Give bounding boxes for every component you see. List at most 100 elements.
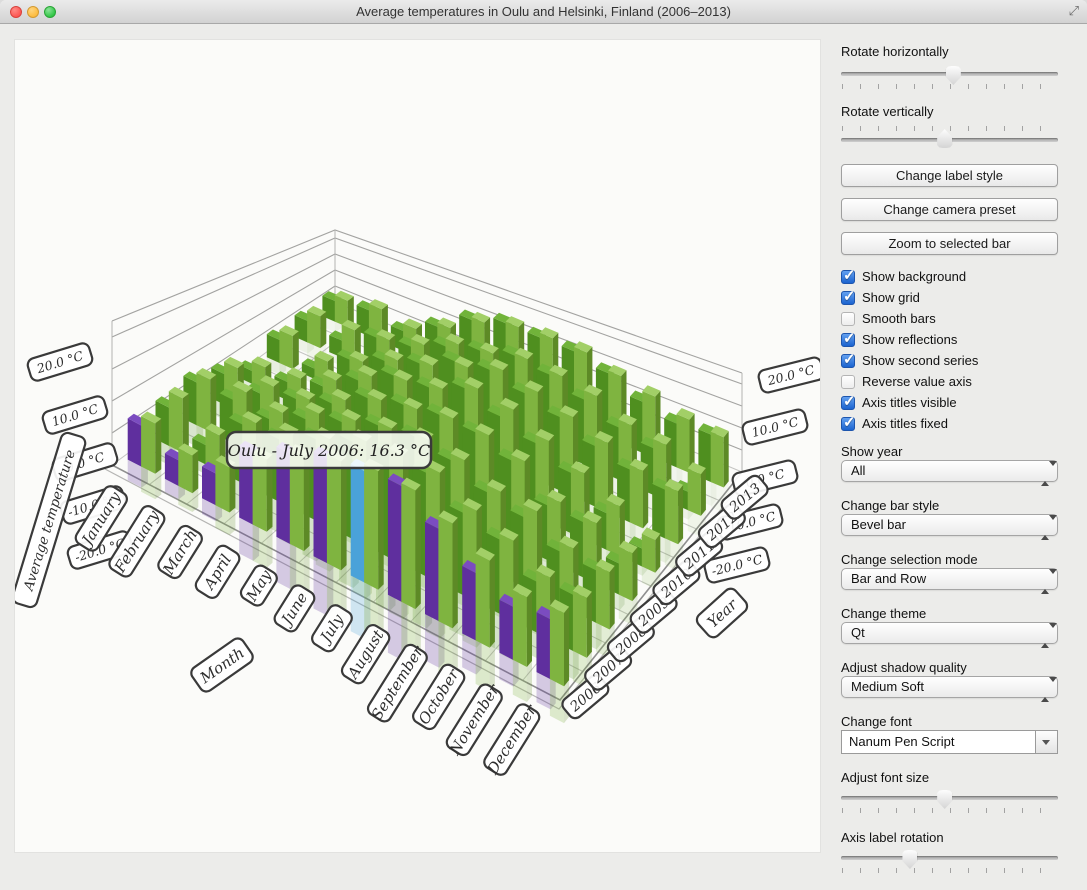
bar-face: [289, 449, 304, 552]
bar-face: [347, 296, 354, 328]
theme-select[interactable]: Qt: [841, 622, 1058, 648]
rotate-horizontal-slider[interactable]: [841, 66, 1058, 96]
bar[interactable]: [595, 559, 615, 630]
checkbox-icon[interactable]: [841, 311, 855, 326]
slider-handle[interactable]: [945, 66, 961, 85]
dropdown-arrow-icon[interactable]: [1035, 731, 1057, 753]
bar-reflection: [178, 485, 193, 512]
show-year-select[interactable]: All: [841, 460, 1058, 486]
checkbox-smooth-bars[interactable]: Smooth bars: [841, 308, 936, 329]
selection-mode-select[interactable]: Bar and Row: [841, 568, 1058, 594]
dropdown-label-show-year: Show year: [841, 444, 903, 459]
bar[interactable]: [676, 408, 695, 473]
shadow-quality-select[interactable]: Medium Soft: [841, 676, 1058, 702]
bar[interactable]: [364, 458, 384, 590]
bar-reflection: [549, 679, 564, 724]
zoom-to-selected-bar-button[interactable]: Zoom to selected bar: [841, 232, 1058, 255]
checkbox-show-grid[interactable]: Show grid: [841, 287, 920, 308]
bar-face: [512, 589, 527, 667]
bar[interactable]: [168, 386, 189, 453]
selected-font: Nanum Pen Script: [849, 734, 955, 749]
bar-top: [141, 411, 162, 424]
bar[interactable]: [641, 527, 661, 573]
bar-top: [205, 423, 226, 436]
rotate-vertical-slider[interactable]: [841, 124, 1058, 154]
bar-top: [438, 510, 458, 524]
bar-face: [664, 485, 679, 545]
checkbox-icon[interactable]: [841, 374, 855, 389]
bar[interactable]: [594, 430, 614, 513]
bar-reflection: [489, 641, 495, 692]
slider-handle[interactable]: [937, 790, 953, 809]
bar-reflection: [462, 633, 477, 675]
bar[interactable]: [196, 368, 217, 432]
checkbox-icon[interactable]: [841, 287, 856, 305]
bar-top: [514, 347, 534, 359]
slider-label-axis-rotation: Axis label rotation: [841, 830, 944, 845]
bar[interactable]: [334, 290, 354, 328]
checkbox-icon[interactable]: [841, 350, 856, 368]
checkbox-icon[interactable]: [841, 266, 856, 284]
bar-reflection: [364, 577, 371, 639]
window-title: Average temperatures in Oulu and Helsink…: [356, 4, 731, 19]
bar-face: [210, 374, 217, 432]
checkbox-reverse-value-axis[interactable]: Reverse value axis: [841, 371, 972, 392]
checkbox-axis-titles-visible[interactable]: Axis titles visible: [841, 392, 957, 413]
bar[interactable]: [475, 547, 495, 648]
change-camera-preset-button[interactable]: Change camera preset: [841, 198, 1058, 221]
bar[interactable]: [307, 305, 327, 349]
axis-rotation-slider[interactable]: [841, 850, 1058, 880]
bar[interactable]: [664, 478, 684, 545]
bar-face: [652, 483, 666, 539]
slider-handle[interactable]: [902, 850, 918, 869]
checkbox-show-background[interactable]: Show background: [841, 266, 966, 287]
bar-top: [279, 325, 299, 336]
bar-reflection: [327, 558, 334, 616]
font-combo[interactable]: Nanum Pen Script: [841, 730, 1058, 754]
bar[interactable]: [279, 325, 299, 369]
bar-graph-3d[interactable]: 20.0 °C 20.0 °C10.0 °C 10.0 °C0.0 °C0.0 °C…: [15, 40, 820, 852]
bar-top: [349, 350, 369, 362]
font-size-slider[interactable]: [841, 790, 1058, 820]
bar-face: [141, 416, 156, 474]
bar[interactable]: [178, 443, 199, 494]
bar-top: [403, 397, 423, 410]
bar-face: [307, 310, 321, 349]
title-bar[interactable]: Average temperatures in Oulu and Helsink…: [0, 0, 1087, 24]
bar[interactable]: [549, 599, 570, 687]
checkbox-icon[interactable]: [841, 413, 856, 431]
checkbox-axis-titles-fixed[interactable]: Axis titles fixed: [841, 413, 948, 434]
slider-track[interactable]: [841, 856, 1058, 860]
bar[interactable]: [687, 462, 706, 516]
bar[interactable]: [572, 584, 592, 658]
bar-top: [489, 358, 509, 371]
checkbox-show-second-series[interactable]: Show second series: [841, 350, 978, 371]
selected-value: All: [851, 463, 866, 478]
bar[interactable]: [618, 540, 638, 602]
bar[interactable]: [215, 455, 236, 513]
bar-reflection: [253, 519, 260, 561]
checkbox-icon[interactable]: [841, 392, 856, 410]
bar[interactable]: [606, 493, 625, 557]
slider-handle[interactable]: [937, 129, 953, 148]
bar-face: [387, 478, 402, 603]
change-label-style-button[interactable]: Change label style: [841, 164, 1058, 187]
bar[interactable]: [629, 458, 649, 529]
minimize-button-icon[interactable]: [27, 6, 39, 18]
bar[interactable]: [710, 425, 729, 488]
bar[interactable]: [438, 510, 458, 629]
checkbox-show-reflections[interactable]: Show reflections: [841, 329, 957, 350]
fullscreen-icon[interactable]: ⤢: [1068, 3, 1079, 18]
bar[interactable]: [401, 477, 421, 610]
bar-top: [471, 311, 491, 323]
bar[interactable]: [141, 411, 162, 474]
bar-reflection: [499, 652, 514, 687]
bar-top: [307, 305, 327, 317]
bar[interactable]: [252, 447, 273, 532]
bar[interactable]: [512, 583, 532, 667]
checkbox-icon[interactable]: [841, 329, 856, 347]
bar-style-select[interactable]: Bevel bar: [841, 514, 1058, 540]
close-button-icon[interactable]: [10, 6, 22, 18]
value-axis-label: 20.0 °C: [757, 356, 820, 394]
zoom-button-icon[interactable]: [44, 6, 56, 18]
